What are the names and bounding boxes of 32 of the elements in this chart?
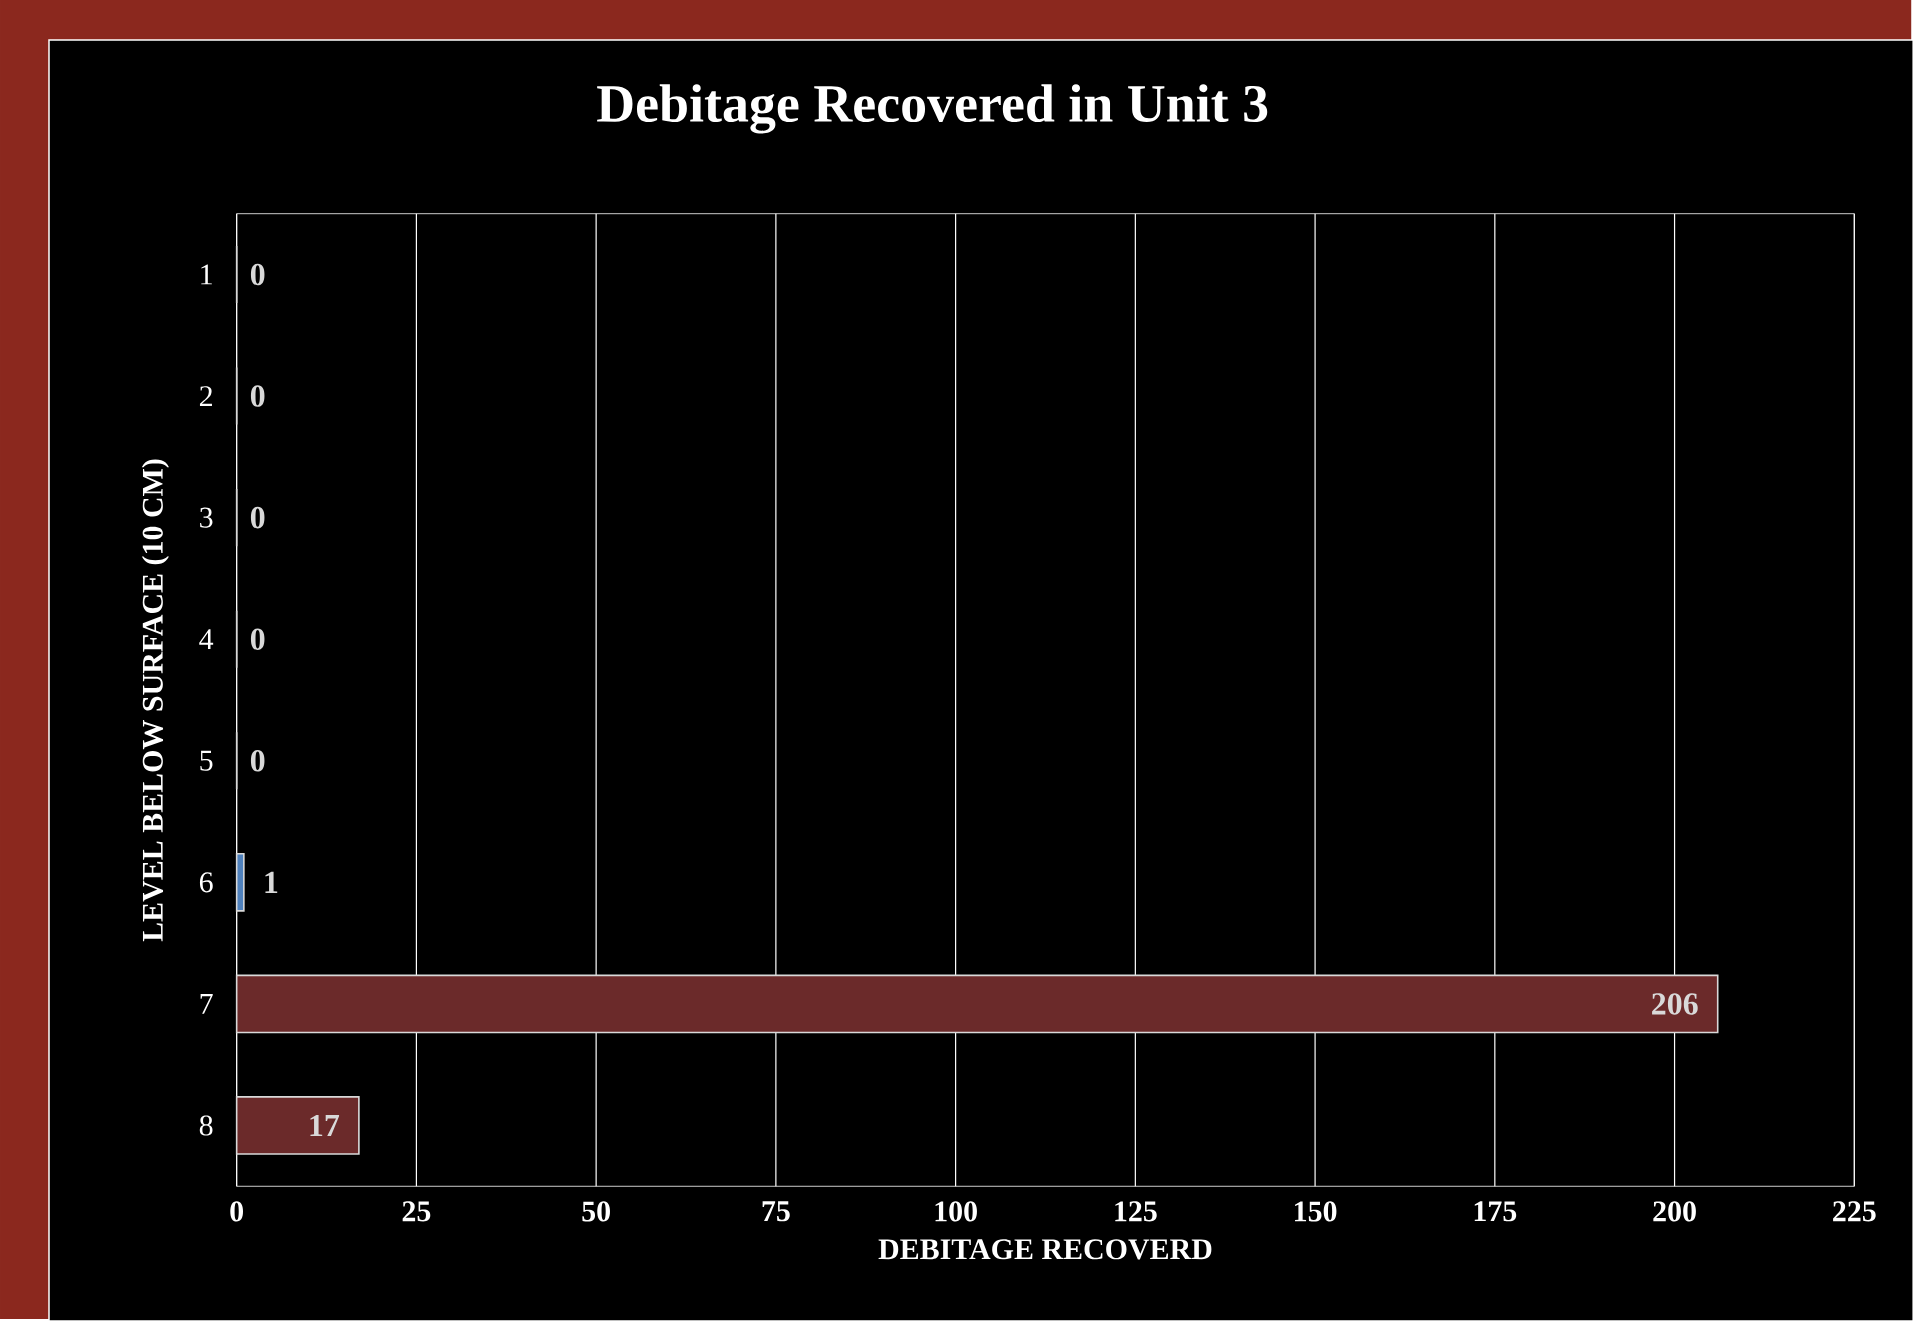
y-tick-label: 6 — [199, 872, 213, 893]
y-tick-label: 2 — [199, 386, 212, 407]
data-label: 1 — [265, 871, 278, 893]
x-tick-label: 125 — [1115, 1201, 1157, 1222]
x-tick-label: 150 — [1295, 1201, 1337, 1222]
chart-title: Debitage Recovered in Unit 3 — [597, 84, 1268, 134]
y-tick-label: 1 — [201, 264, 212, 285]
x-tick-label: 225 — [1833, 1201, 1876, 1222]
x-tick-label: 175 — [1474, 1201, 1517, 1222]
y-axis-title: LEVEL BELOW SURFACE (10 CM) — [141, 459, 169, 942]
data-label: 0 — [250, 628, 265, 651]
x-tick-label: 25 — [402, 1201, 431, 1222]
data-label: 17 — [310, 1115, 340, 1137]
x-tick-label: 75 — [762, 1201, 790, 1222]
data-label: 206 — [1652, 993, 1698, 1015]
y-tick-label: 4 — [199, 629, 214, 650]
bar — [235, 853, 245, 912]
y-tick-label: 7 — [200, 994, 213, 1014]
data-label: 0 — [250, 750, 265, 772]
x-tick-label: 0 — [230, 1201, 244, 1222]
x-tick-label: 50 — [582, 1201, 610, 1222]
bar — [235, 974, 1719, 1034]
data-label: 0 — [250, 385, 265, 407]
data-label: 0 — [250, 506, 265, 529]
x-tick-label: 100 — [935, 1201, 977, 1222]
y-tick-label: 5 — [200, 750, 213, 771]
bar — [235, 1096, 360, 1155]
y-tick-label: 3 — [200, 507, 213, 528]
y-tick-label: 8 — [199, 1115, 213, 1136]
x-axis-title: DEBITAGE RECOVERD — [878, 1239, 1212, 1260]
x-tick-label: 200 — [1653, 1201, 1696, 1222]
data-label: 0 — [250, 263, 265, 286]
